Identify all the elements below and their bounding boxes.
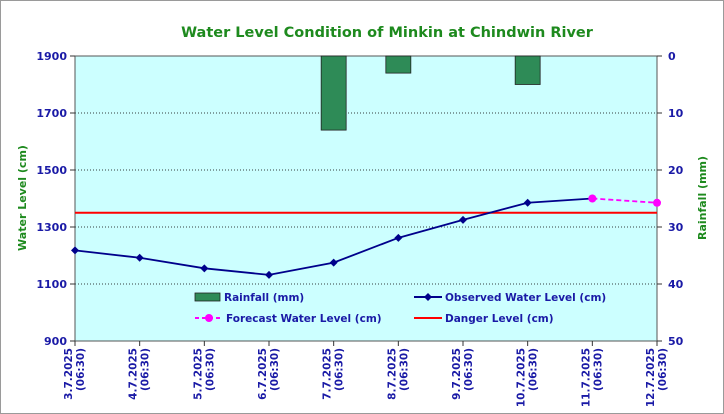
x-tick-label-time: (06:30) bbox=[75, 348, 87, 391]
x-tick-label-date: 12.7.2025 bbox=[645, 348, 657, 407]
left-tick-label: 1500 bbox=[36, 164, 67, 177]
x-tick-label-date: 5.7.2025 bbox=[192, 348, 204, 400]
x-tick-label-date: 8.7.2025 bbox=[386, 348, 398, 400]
x-tick-label-time: (06:30) bbox=[204, 348, 216, 391]
left-tick-label: 1100 bbox=[36, 278, 67, 291]
forecast-water-level-line bbox=[592, 197, 658, 204]
left-axis-title: Water Level (cm) bbox=[16, 145, 29, 251]
x-tick-label-time: (06:30) bbox=[334, 348, 346, 391]
rainfall-bar bbox=[385, 55, 412, 74]
x-tick-label-time: (06:30) bbox=[463, 348, 475, 391]
right-tick-label: 20 bbox=[668, 164, 684, 177]
observed-point bbox=[459, 215, 467, 224]
x-tick-label-date: 11.7.2025 bbox=[580, 348, 592, 407]
right-tick-label: 50 bbox=[668, 335, 684, 348]
observed-point bbox=[265, 270, 273, 279]
forecast-point bbox=[588, 194, 597, 203]
legend-swatch-rainfall bbox=[194, 292, 221, 302]
observed-point bbox=[135, 253, 144, 262]
legend-label-rainfall: Rainfall (mm) bbox=[224, 292, 304, 304]
right-axis-title: Rainfall (mm) bbox=[696, 156, 709, 240]
x-tick-label-time: (06:30) bbox=[269, 348, 281, 391]
right-tick-label: 0 bbox=[668, 50, 676, 63]
legend-label-danger: Danger Level (cm) bbox=[445, 313, 554, 325]
observed-point bbox=[71, 246, 79, 255]
x-tick-label-date: 6.7.2025 bbox=[257, 348, 269, 400]
x-tick-label-time: (06:30) bbox=[140, 348, 152, 391]
x-tick-label-time: (06:30) bbox=[592, 348, 604, 391]
legend-label-forecast: Forecast Water Level (cm) bbox=[226, 313, 382, 325]
x-tick-label-time: (06:30) bbox=[528, 348, 540, 391]
chart-title: Water Level Condition of Minkin at Chind… bbox=[181, 25, 594, 41]
observed-point bbox=[329, 258, 338, 267]
x-tick-label-date: 10.7.2025 bbox=[516, 348, 528, 407]
x-tick-label-date: 7.7.2025 bbox=[322, 348, 334, 400]
left-tick-label: 900 bbox=[44, 335, 67, 348]
plot-border bbox=[74, 55, 658, 342]
observed-point bbox=[200, 264, 209, 273]
plot-area: 900 1100 1300 1500 1700 1900 0 10 20 30 40 50 3.7.20… bbox=[36, 50, 683, 407]
observed-point bbox=[394, 233, 403, 242]
right-tick-label: 10 bbox=[668, 107, 684, 120]
x-tick-label-date: 9.7.2025 bbox=[451, 348, 463, 400]
left-tick-label: 1900 bbox=[36, 50, 67, 63]
right-tick-label: 40 bbox=[668, 278, 684, 291]
observed-point bbox=[523, 198, 532, 207]
legend: Rainfall (mm) Observed Water Level (cm) … bbox=[194, 292, 606, 325]
x-tick-label-date: 4.7.2025 bbox=[128, 348, 140, 400]
rainfall-bar bbox=[514, 55, 541, 85]
legend-marker-observed bbox=[424, 293, 432, 301]
legend-label-observed: Observed Water Level (cm) bbox=[445, 292, 606, 304]
left-tick-label: 1700 bbox=[36, 107, 67, 120]
left-tick-label: 1300 bbox=[36, 221, 67, 234]
plot-background bbox=[75, 56, 657, 341]
right-tick-label: 30 bbox=[668, 221, 684, 234]
forecast-point bbox=[653, 198, 661, 207]
rainfall-bar bbox=[320, 55, 347, 131]
x-tick-label-time: (06:30) bbox=[398, 348, 410, 391]
x-tick-label-time: (06:30) bbox=[657, 348, 669, 391]
x-tick-label-date: 3.7.2025 bbox=[63, 348, 75, 400]
legend-marker-forecast bbox=[205, 314, 213, 322]
